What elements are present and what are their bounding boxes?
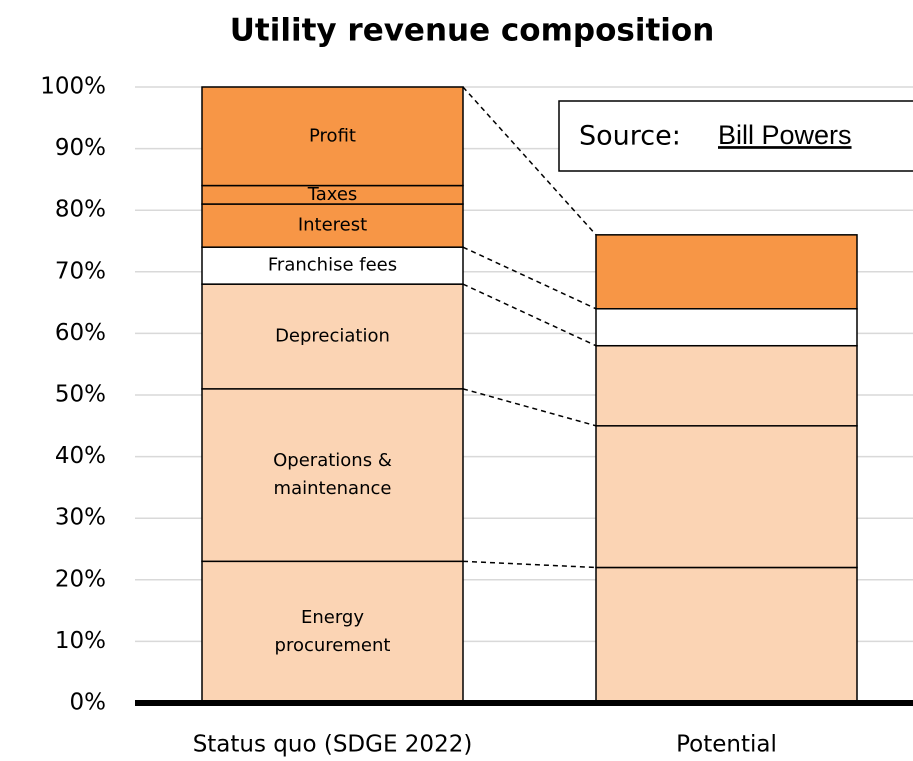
bar-segment [201, 388, 464, 563]
bar-segment [595, 308, 858, 347]
bar-segment [201, 560, 464, 704]
connector [462, 560, 597, 569]
bar-segment [201, 283, 464, 390]
connector [462, 246, 597, 310]
y-tick-label: 20% [55, 566, 106, 592]
segment-label: Taxes [307, 184, 358, 205]
segment-label: Interest [298, 215, 367, 236]
y-tick-label: 90% [55, 135, 106, 161]
x-tick-label: Potential [676, 732, 777, 758]
x-tick-label: Status quo (SDGE 2022) [193, 732, 473, 758]
bar-segment [201, 246, 464, 285]
chart-title: Utility revenue composition [230, 13, 715, 49]
connector [462, 283, 597, 347]
y-tick-label: 0% [70, 690, 107, 716]
segment-label: Energy procurement [275, 607, 391, 656]
segment-label: Depreciation [275, 325, 390, 346]
source-box [558, 100, 913, 172]
source-label: Source: [579, 121, 681, 152]
y-tick-label: 100% [40, 74, 106, 100]
y-tick-label: 60% [55, 320, 106, 346]
bar-segment [595, 344, 858, 427]
y-tick-label: 70% [55, 258, 106, 284]
bar-segment [595, 234, 858, 310]
source-link[interactable]: Bill Powers [718, 120, 852, 150]
bar-segment [595, 566, 858, 704]
y-tick-label: 30% [55, 505, 106, 531]
segment-label: Profit [309, 125, 356, 146]
y-tick-label: 40% [55, 443, 106, 469]
bar-segment [201, 86, 464, 187]
segment-label: Franchise fees [268, 255, 397, 276]
segment-label: Operations & maintenance [273, 450, 392, 499]
bar-segment [595, 425, 858, 569]
y-tick-label: 50% [55, 382, 106, 408]
y-tick-label: 10% [55, 628, 106, 654]
connector [462, 86, 597, 236]
y-tick-label: 80% [55, 197, 106, 223]
